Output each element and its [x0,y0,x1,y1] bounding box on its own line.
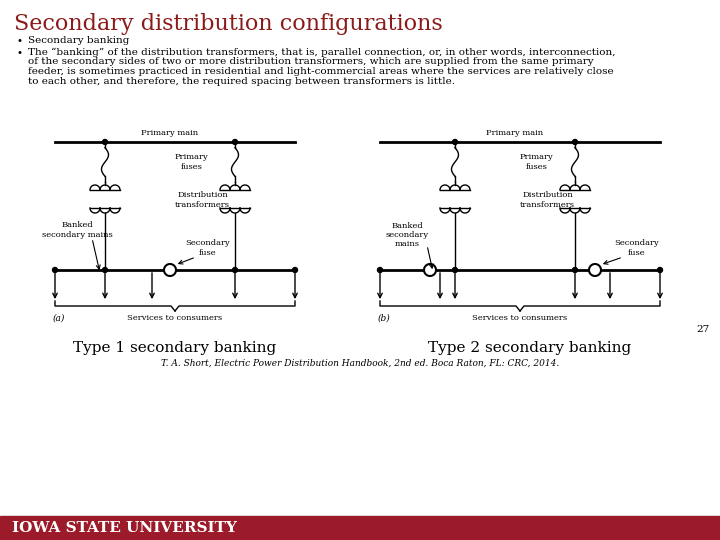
Text: Type 1 secondary banking: Type 1 secondary banking [73,341,276,355]
Circle shape [233,267,238,273]
Circle shape [572,139,577,145]
Text: Distribution
transformers: Distribution transformers [175,191,230,208]
Text: Banked
secondary
mains: Banked secondary mains [385,222,428,248]
Text: (b): (b) [378,314,391,323]
Text: •: • [16,48,22,58]
Circle shape [377,267,382,273]
Text: (a): (a) [53,314,66,323]
Circle shape [657,267,662,273]
Text: IOWA STATE UNIVERSITY: IOWA STATE UNIVERSITY [12,521,237,535]
Circle shape [452,139,457,145]
Text: Primary
fuses: Primary fuses [175,153,209,171]
Text: Services to consumers: Services to consumers [472,314,567,322]
Text: Secondary banking: Secondary banking [28,36,130,45]
Circle shape [102,267,107,273]
Text: feeder, is sometimes practiced in residential and light-commercial areas where t: feeder, is sometimes practiced in reside… [28,67,613,76]
Text: Distribution
transformers: Distribution transformers [520,191,575,208]
Text: Primary main: Primary main [141,129,199,137]
Text: Secondary
fuse: Secondary fuse [615,239,660,256]
Circle shape [53,267,58,273]
Text: of the secondary sides of two or more distribution transformers, which are suppl: of the secondary sides of two or more di… [28,57,593,66]
Text: T. A. Short, Electric Power Distribution Handbook, 2nd ed. Boca Raton, FL: CRC, : T. A. Short, Electric Power Distribution… [161,359,559,368]
Text: •: • [16,36,22,46]
Text: 27: 27 [697,325,710,334]
Text: to each other, and therefore, the required spacing between transformers is littl: to each other, and therefore, the requir… [28,77,455,85]
Circle shape [102,139,107,145]
Circle shape [452,267,457,273]
Circle shape [292,267,297,273]
Circle shape [233,139,238,145]
Text: Primary main: Primary main [487,129,544,137]
Text: Secondary
fuse: Secondary fuse [186,239,230,256]
Text: Secondary distribution configurations: Secondary distribution configurations [14,13,443,35]
Text: The “banking” of the distribution transformers, that is, parallel connection, or: The “banking” of the distribution transf… [28,48,616,57]
Bar [0,516,720,540]
Text: Banked
secondary mains: Banked secondary mains [42,221,112,239]
Circle shape [572,267,577,273]
Text: Services to consumers: Services to consumers [127,314,222,322]
Text: Primary
fuses: Primary fuses [520,153,554,171]
Text: Type 2 secondary banking: Type 2 secondary banking [428,341,631,355]
